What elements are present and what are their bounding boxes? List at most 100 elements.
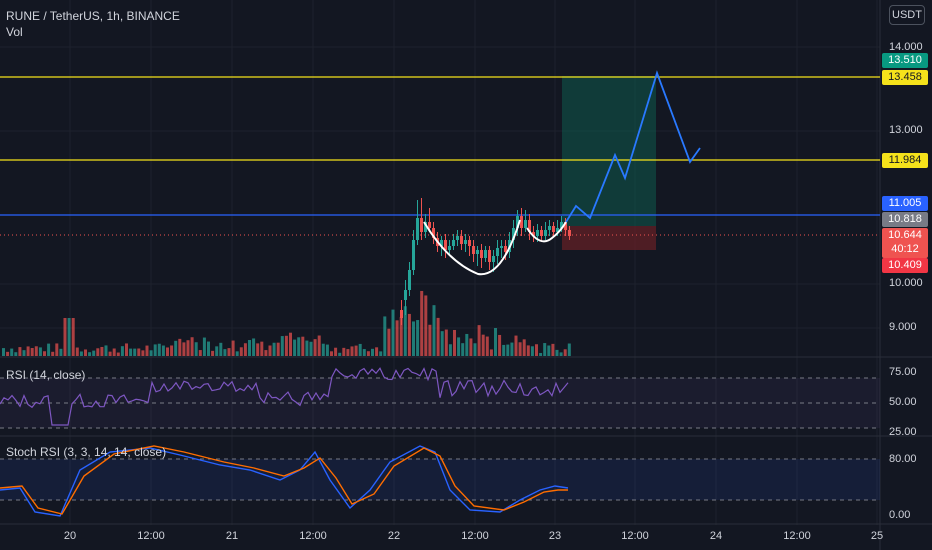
candle-body bbox=[504, 246, 507, 252]
volume-bar bbox=[297, 337, 301, 356]
volume-bar bbox=[350, 346, 354, 356]
volume-bar bbox=[289, 332, 292, 356]
volume-bar bbox=[428, 324, 432, 356]
candle-body bbox=[440, 240, 443, 246]
volume-bar bbox=[67, 318, 71, 356]
projection-path bbox=[565, 70, 701, 223]
stoch-tick: 0.00 bbox=[889, 509, 911, 521]
candle-body bbox=[548, 226, 551, 230]
volume-bar bbox=[461, 343, 465, 356]
volume-bar bbox=[137, 348, 141, 356]
rsi-label[interactable]: RSI (14, close) bbox=[6, 368, 86, 382]
volume-bar bbox=[112, 348, 116, 356]
volume-bar bbox=[190, 337, 194, 356]
volume-bar bbox=[407, 313, 411, 356]
volume-bar bbox=[47, 343, 51, 356]
volume-bar bbox=[346, 349, 350, 356]
price-tick: 14.000 bbox=[889, 41, 923, 53]
candle-body bbox=[496, 248, 499, 256]
volume-bar bbox=[325, 344, 329, 356]
time-label: 12:00 bbox=[783, 530, 811, 542]
current-price-tag: 10.818 bbox=[882, 212, 928, 227]
volume-bar bbox=[498, 334, 502, 356]
candle-body bbox=[568, 230, 571, 236]
volume-bar bbox=[317, 335, 321, 356]
volume-bar bbox=[166, 347, 169, 356]
volume-bar bbox=[502, 344, 506, 356]
candle-body bbox=[480, 250, 483, 258]
volume-bar bbox=[22, 350, 26, 356]
candle-body bbox=[424, 222, 427, 232]
candle-body bbox=[404, 290, 407, 300]
volume-bar bbox=[51, 351, 55, 356]
volume-bar bbox=[14, 352, 18, 356]
volume-bar bbox=[530, 346, 534, 356]
price-tick: 10.000 bbox=[889, 277, 923, 289]
candle-body bbox=[416, 218, 419, 240]
volume-bar bbox=[358, 343, 362, 356]
volume-bar bbox=[108, 351, 112, 356]
symbol-title[interactable]: RUNE / TetherUS, 1h, BINANCE bbox=[6, 9, 180, 23]
volume-bar bbox=[71, 318, 75, 356]
volume-bar bbox=[354, 345, 358, 356]
target-price-tag: 13.510 bbox=[882, 53, 928, 68]
volume-bar bbox=[243, 343, 247, 356]
time-label: 12:00 bbox=[461, 530, 489, 542]
volume-bar bbox=[26, 346, 30, 356]
candle-body bbox=[512, 228, 515, 240]
volume-bar bbox=[239, 347, 243, 356]
rsi-line bbox=[0, 367, 569, 426]
candle-body bbox=[456, 236, 459, 240]
candle-body bbox=[448, 246, 451, 250]
volume-bar bbox=[129, 348, 133, 356]
profit-zone bbox=[562, 76, 656, 226]
stoch-rsi-label[interactable]: Stoch RSI (3, 3, 14, 14, close) bbox=[6, 445, 167, 459]
volume-label[interactable]: Vol bbox=[6, 25, 23, 39]
time-label: 12:00 bbox=[137, 530, 165, 542]
volume-bar bbox=[104, 345, 108, 356]
volume-bar bbox=[313, 339, 317, 356]
candle-body bbox=[464, 240, 467, 244]
volume-bar bbox=[518, 342, 522, 356]
volume-bar bbox=[63, 318, 67, 356]
volume-bar bbox=[84, 349, 87, 356]
candle-body bbox=[564, 222, 567, 230]
candle-body bbox=[484, 250, 487, 258]
currency-button[interactable]: USDT bbox=[889, 5, 925, 25]
time-label: 24 bbox=[709, 530, 723, 542]
volume-bar bbox=[293, 339, 297, 356]
volume-bar bbox=[18, 347, 22, 356]
volume-bar bbox=[276, 342, 280, 356]
volume-bar bbox=[120, 346, 124, 356]
last-price-value: 10.644 bbox=[888, 229, 922, 241]
time-label: 12:00 bbox=[299, 530, 327, 542]
volume-bar bbox=[494, 328, 497, 356]
volume-bar bbox=[444, 329, 448, 356]
volume-bar bbox=[2, 348, 5, 356]
volume-bar bbox=[395, 320, 399, 356]
volume-bar bbox=[30, 348, 34, 356]
candle-body bbox=[552, 226, 555, 232]
volume-bar bbox=[43, 351, 46, 356]
volume-bar bbox=[485, 336, 489, 356]
handle-curve bbox=[526, 221, 567, 243]
volume-bar bbox=[371, 348, 374, 356]
volume-bar bbox=[186, 340, 190, 356]
price-tick: 9.000 bbox=[889, 321, 917, 333]
stoch-d-line bbox=[0, 445, 568, 515]
volume-bar bbox=[178, 338, 182, 356]
time-label: 12:00 bbox=[621, 530, 649, 542]
volume-bar bbox=[457, 337, 461, 356]
candle-body bbox=[476, 250, 479, 254]
volume-bar bbox=[100, 346, 104, 356]
candle-body bbox=[420, 218, 423, 232]
time-label: 22 bbox=[387, 530, 401, 542]
volume-bar bbox=[551, 343, 555, 356]
candle-body bbox=[524, 220, 527, 228]
volume-bar bbox=[174, 340, 178, 356]
stoch-tick: 80.00 bbox=[889, 453, 917, 465]
volume-bar bbox=[272, 342, 276, 356]
candle-body bbox=[432, 228, 435, 238]
volume-bar bbox=[161, 345, 165, 356]
